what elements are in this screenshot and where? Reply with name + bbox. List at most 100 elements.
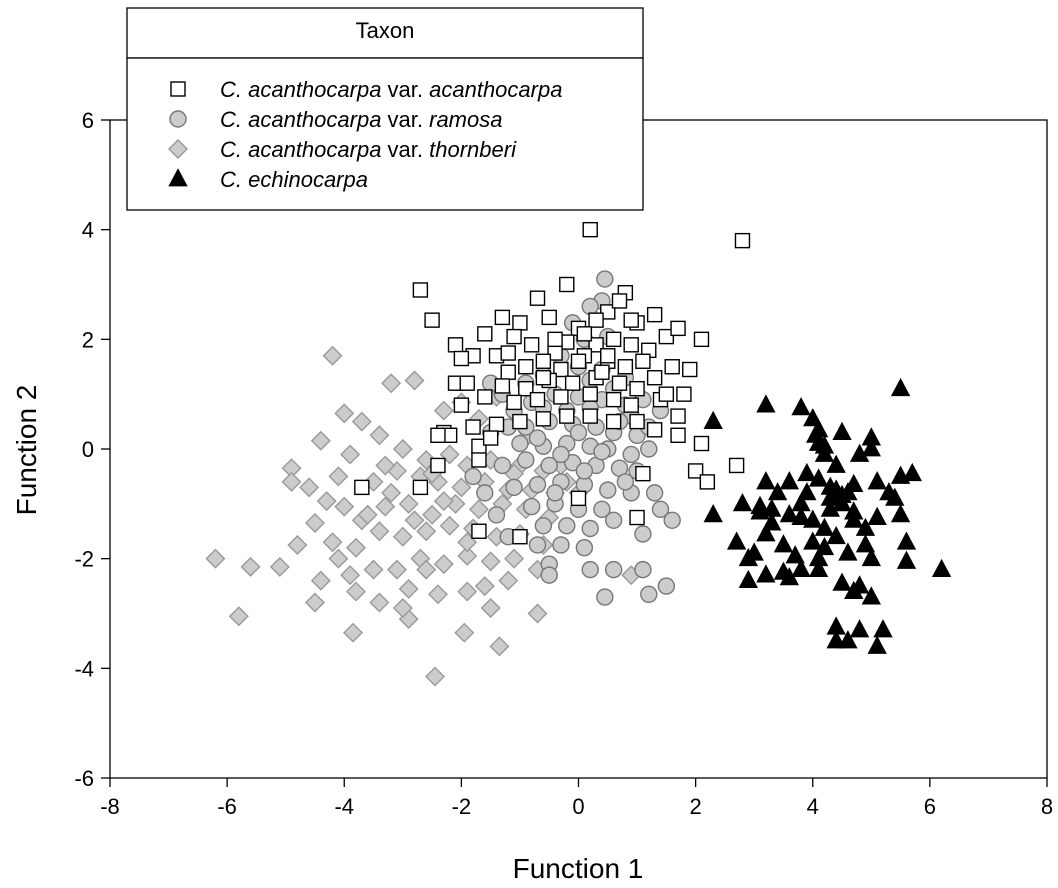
legend-label-part: C. acanthocarpa [220,77,381,102]
circle-point [593,500,611,519]
diamond-point [281,471,302,492]
triangle-point [867,635,887,654]
square-point [594,364,610,380]
square-point [605,391,622,408]
square-point [512,413,528,430]
y-tick-label: -6 [74,766,94,791]
square-point [699,474,716,490]
legend-label: C. acanthocarpa var. thornberi [220,137,517,162]
triangle-point [861,547,881,567]
square-point [611,293,628,309]
triangle-point [767,482,788,501]
square-point [670,427,686,443]
diamond-point [480,598,501,619]
circle-point [534,517,553,535]
diamond-point [375,455,396,476]
triangle-point [896,550,917,569]
square-point [658,328,675,345]
square-point [629,413,645,430]
triangle-point [738,547,758,567]
circle-point [657,577,676,595]
triangle-point [826,454,846,473]
diamond-point [392,526,413,547]
legend-label-part: C. echinocarpa [220,167,368,192]
diamond-point [398,578,419,599]
square-point [693,435,710,452]
triangle-point [756,564,776,583]
triangle-point [779,504,799,523]
circle-point [493,456,512,475]
diamond-point [422,504,443,525]
x-tick-label: 8 [1041,794,1053,819]
circle-point [528,475,547,494]
y-tick-label: -4 [74,656,94,681]
circle-point [581,297,599,316]
square-point [447,337,464,353]
triangle-point [849,619,870,638]
data-points [205,221,952,687]
diamond-point [404,510,425,531]
triangle-point [762,512,782,531]
series-square [354,221,751,545]
square-point [570,353,587,369]
diamond-point [439,515,460,536]
diamond-point [468,499,489,520]
diamond-point [351,411,372,432]
x-tick-label: -8 [100,794,120,819]
square-point [687,463,704,479]
square-point [471,452,487,468]
diamond-point [457,581,478,602]
square-point [518,380,534,397]
square-point [477,389,493,405]
triangle-point [808,558,829,578]
circle-point [651,500,670,519]
circle-point [634,525,652,543]
square-point [588,312,604,328]
triangle-point [849,575,870,594]
circle-point [593,443,611,461]
y-axis: -6 -4 -2 0 2 4 6 [74,108,110,791]
square-point [623,312,639,328]
triangle-point [738,569,758,589]
square-point [482,430,499,446]
legend-label-part: var. [381,77,429,102]
triangle-point [855,534,876,553]
diamond-point [416,521,437,542]
triangle-point [726,531,747,550]
triangle-point [803,408,823,427]
square-point [582,221,598,238]
triangle-point [832,572,852,591]
circle-point [581,519,599,538]
legend-label-part: acanthocarpa [429,77,562,102]
square-point [453,350,470,367]
square-point [693,331,710,348]
square-point [629,380,645,397]
diamond-point [427,584,448,605]
plot-area-border [109,119,1048,779]
square-point [453,397,470,413]
diamond-point [345,581,366,602]
circle-point [511,434,529,453]
square-point [529,391,546,408]
legend-label-part: thornberi [429,137,517,162]
triangle-point [844,501,864,520]
triangle-point [806,424,826,443]
diamond-point [287,534,308,555]
y-tick-label: 6 [82,108,94,133]
triangle-point [785,545,805,564]
diamond-point [392,598,413,619]
triangle-point [756,394,776,413]
square-point [535,370,552,386]
diamond-point [425,666,446,687]
x-tick-label: -4 [334,794,354,819]
square-point [512,315,528,331]
square-point [570,490,587,507]
triangle-point [867,506,887,525]
triangle-point [814,435,835,454]
square-point [465,419,481,435]
diamond-point [299,477,320,498]
square-point [676,386,692,402]
diamond-point [498,570,519,591]
legend-label: C. acanthocarpa var. acanthocarpa [220,77,562,102]
x-tick-label: 4 [807,794,819,819]
